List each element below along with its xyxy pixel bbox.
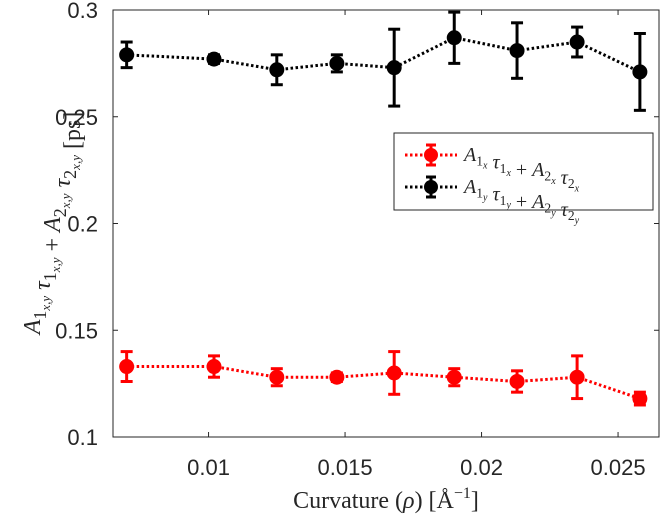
legend-entry-x: A1x τ1x + A2x τ2x <box>405 143 580 194</box>
data-point <box>569 369 585 385</box>
legend-label: A1y τ1y + A2y τ2y <box>462 176 580 226</box>
rho-symbol: ρ <box>402 488 415 514</box>
series-line <box>126 365 641 400</box>
legend-marker <box>424 148 438 162</box>
series-line <box>126 36 641 74</box>
legend-label: A1x τ1x + A2x τ2x <box>462 144 580 194</box>
y-tick-label: 0.25 <box>55 105 98 130</box>
ticks-layer: 0.01 0.015 0.02 0.025 0.1 0.15 0.2 0.25 0.3 <box>55 0 659 480</box>
data-point <box>569 34 585 50</box>
data-point <box>329 55 345 71</box>
series-layer <box>119 10 648 407</box>
x-tick-label: 0.02 <box>460 455 503 480</box>
data-point <box>386 365 402 381</box>
data-point <box>509 43 525 59</box>
x-tick-label: 0.01 <box>187 455 230 480</box>
data-point <box>632 391 648 407</box>
series-y <box>119 10 648 112</box>
data-point <box>509 373 525 389</box>
data-point <box>119 359 135 375</box>
inverse-exponent: −1 <box>454 485 471 502</box>
y-tick-label: 0.3 <box>67 0 98 23</box>
data-point <box>269 62 285 78</box>
legend-entry-y: A1y τ1y + A2y τ2y <box>405 175 580 226</box>
legend-box <box>393 132 654 211</box>
data-point <box>206 51 222 67</box>
series-x <box>119 350 648 407</box>
x-tick-label: 0.015 <box>318 455 373 480</box>
data-point <box>119 47 135 63</box>
data-point <box>206 359 222 375</box>
data-point <box>329 369 345 385</box>
y-axis-label: A1x,y τ1x,y + A2x,y τ2x,y [ps] <box>20 112 86 337</box>
data-point <box>386 60 402 76</box>
x-axis-label: Curvature (ρ) [Å−1] <box>293 485 479 514</box>
data-point <box>269 369 285 385</box>
y-tick-label: 0.2 <box>67 212 98 237</box>
y-tick-label: 0.1 <box>67 425 98 450</box>
x-tick-label: 0.025 <box>591 455 646 480</box>
data-point <box>632 64 648 80</box>
legend-marker <box>424 180 438 194</box>
data-point <box>446 369 462 385</box>
y-tick-label: 0.15 <box>55 318 98 343</box>
svg-text:A1x,y τ1x,y + A2x,y τ2x,y [ps]: A1x,y τ1x,y + A2x,y τ2x,y [ps] <box>20 112 86 337</box>
data-point <box>446 30 462 46</box>
